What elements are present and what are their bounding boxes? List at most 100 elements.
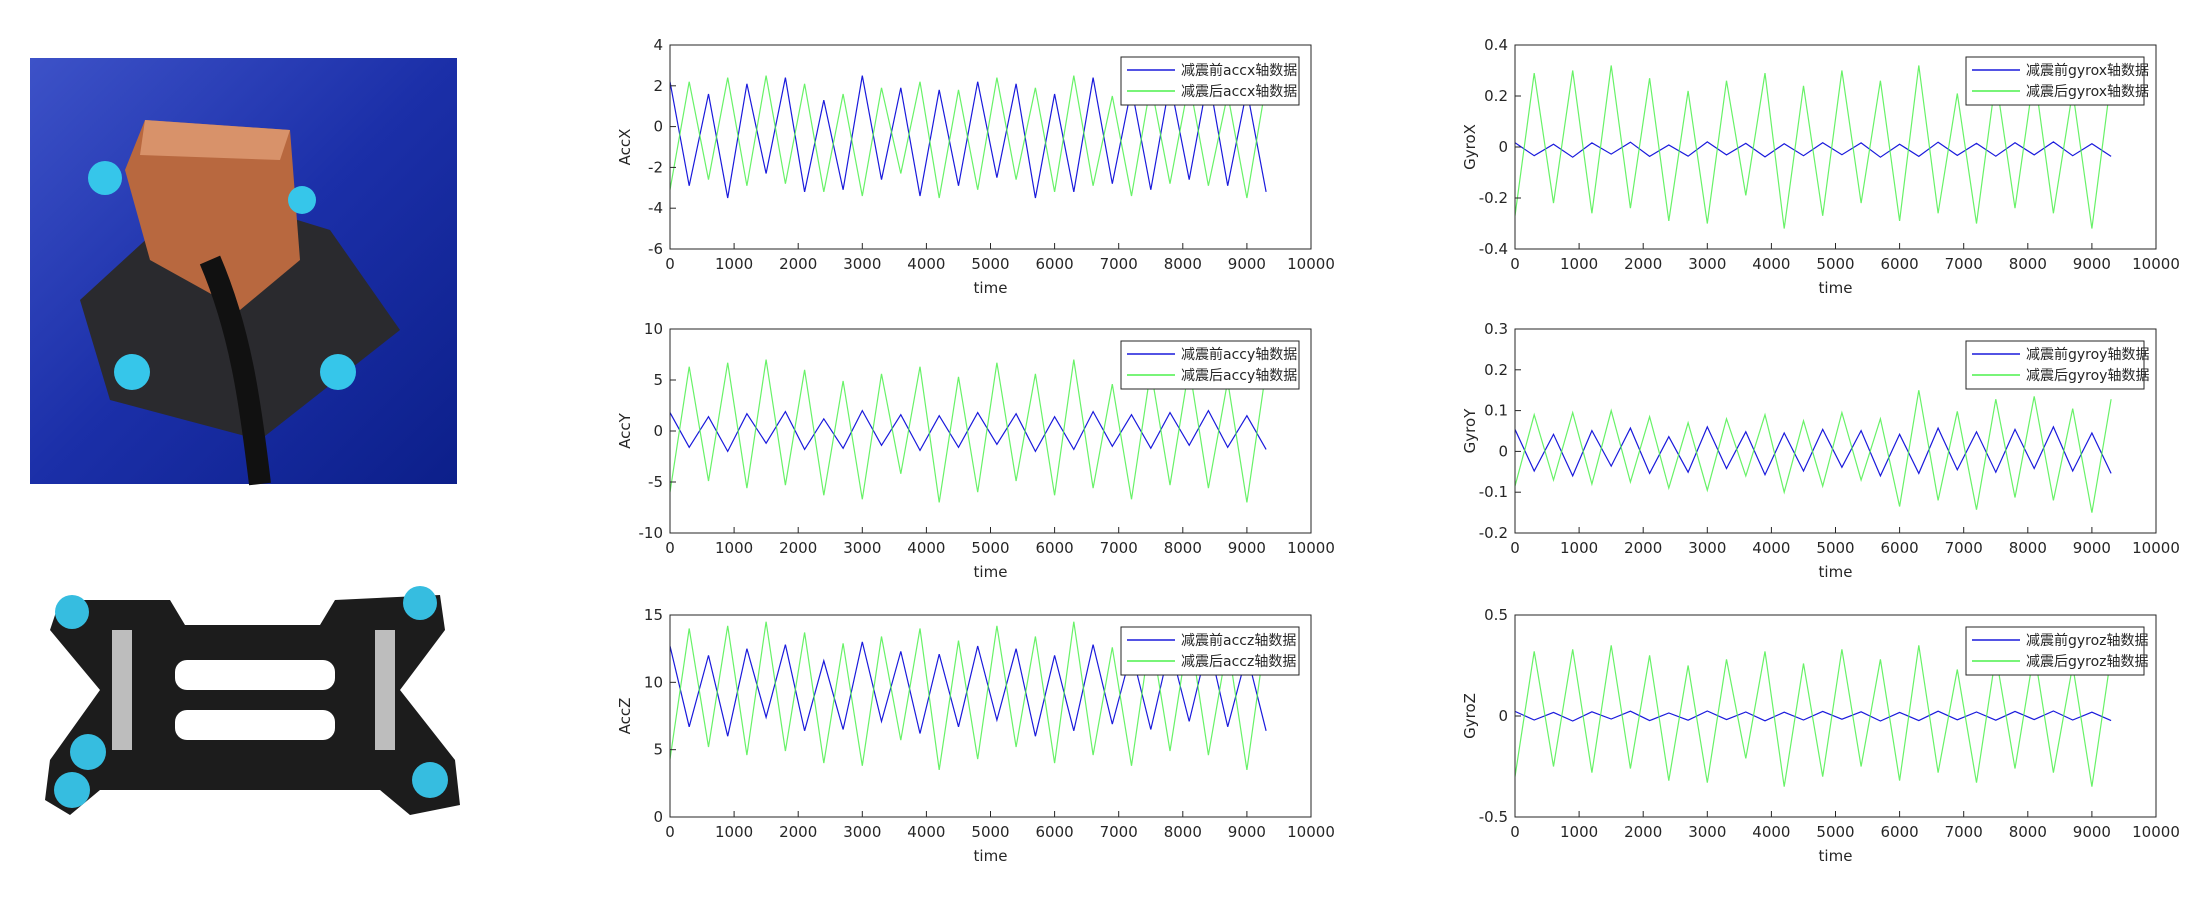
x-tick-label: 3000 [843,823,881,841]
y-tick-label: 5 [653,371,663,389]
y-tick-label: 0 [1498,707,1508,725]
y-tick-label: 15 [644,606,663,624]
data-line [670,409,1267,453]
legend-box [1965,626,2145,676]
damper [114,354,150,390]
x-tick-label: 4000 [1752,539,1790,557]
x-axis-label: time [974,847,1008,865]
chart: 0 1000 2000 3000 4000 5000 6000 7000 8000 9000 100… [1461,320,2180,581]
x-tick-label: 0 [1510,539,1520,557]
legend-label: 减震前gyroy轴数据 [2026,346,2149,363]
y-tick-label: -6 [648,240,663,258]
y-axis-label: GyroZ [1461,693,1479,739]
x-tick-label: 10000 [2132,539,2180,557]
damper [288,186,316,214]
x-tick-label: 9000 [1228,539,1266,557]
x-tick-label: 0 [1510,255,1520,273]
data-line [670,359,1267,503]
x-axis-label: time [1819,563,1853,581]
x-tick-label: 8000 [1164,255,1202,273]
x-tick-label: 8000 [2009,823,2047,841]
x-tick-label: 6000 [1036,539,1074,557]
x-tick-label: 1000 [715,823,753,841]
x-tick-label: 5000 [971,539,1009,557]
damper [320,354,356,390]
plot-lines [1515,645,2112,787]
x-tick-label: 3000 [843,255,881,273]
data-line [1515,425,2112,478]
legend-box [1120,626,1300,676]
y-tick-label: 4 [653,36,663,54]
x-tick-label: 10000 [1287,823,1335,841]
copper-box [125,120,300,310]
x-tick-label: 6000 [1881,255,1919,273]
x-tick-label: 2000 [1624,255,1662,273]
chart: 0 1000 2000 3000 4000 5000 6000 7000 8000 9000 100… [616,606,1335,865]
damper [70,734,106,770]
y-tick-label: 10 [644,320,663,338]
x-tick-label: 0 [1510,823,1520,841]
legend-box [1965,340,2145,390]
damper [403,586,437,620]
x-axis-label: time [974,563,1008,581]
y-tick-label: 0.2 [1484,361,1508,379]
x-tick-label: 9000 [2073,823,2111,841]
x-tick-label: 0 [665,539,675,557]
y-tick-label: -0.1 [1479,483,1508,501]
y-tick-label: 0.5 [1484,606,1508,624]
x-tick-label: 9000 [2073,539,2111,557]
x-tick-label: 7000 [1100,539,1138,557]
y-tick-label: 0 [653,422,663,440]
y-axis-label: AccX [616,129,634,166]
y-tick-label: 0.4 [1484,36,1508,54]
y-tick-label: 0 [1498,138,1508,156]
x-tick-label: 4000 [907,255,945,273]
data-line [1515,65,2112,229]
x-tick-label: 8000 [1164,539,1202,557]
legend-label: 减震后gyrox轴数据 [2026,84,2149,100]
x-axis-label: time [1819,847,1853,865]
y-tick-label: 2 [653,77,663,95]
x-tick-label: 3000 [1688,255,1726,273]
damper [88,161,122,195]
plot-lines [670,359,1267,503]
x-tick-label: 7000 [1945,539,1983,557]
legend-box [1120,56,1300,106]
y-axis-label: AccZ [616,698,634,735]
y-axis-label: AccY [616,412,634,448]
x-tick-label: 3000 [843,539,881,557]
x-tick-label: 6000 [1881,539,1919,557]
photo-frame [45,586,460,815]
x-tick-label: 1000 [715,539,753,557]
x-tick-label: 6000 [1036,255,1074,273]
legend-label: 减震后accz轴数据 [1181,654,1296,670]
frame-bar [375,630,395,750]
chart: 0 1000 2000 3000 4000 5000 6000 7000 8000 9000 100… [1461,606,2180,865]
legend-box [1965,56,2145,106]
legend-label: 减震后gyroy轴数据 [2026,368,2149,384]
frame-bar [112,630,132,750]
legend-label: 减震前gyrox轴数据 [2026,62,2149,79]
x-tick-label: 7000 [1945,823,1983,841]
plot-lines [1515,65,2112,229]
y-tick-label: 0 [653,118,663,136]
y-tick-label: -10 [639,524,664,542]
x-tick-label: 4000 [907,539,945,557]
x-tick-label: 4000 [1752,823,1790,841]
photo-sensor [30,58,457,486]
x-tick-label: 10000 [2132,255,2180,273]
data-line [670,621,1267,770]
x-tick-label: 8000 [1164,823,1202,841]
data-line [1515,710,2112,722]
y-tick-label: 0.1 [1484,402,1508,420]
x-tick-label: 9000 [1228,823,1266,841]
damper [412,762,448,798]
x-tick-label: 10000 [2132,823,2180,841]
damper [55,595,89,629]
x-axis-label: time [1819,279,1853,297]
x-tick-label: 2000 [1624,823,1662,841]
data-line [1515,645,2112,787]
x-tick-label: 5000 [1816,823,1854,841]
damper [54,772,90,808]
